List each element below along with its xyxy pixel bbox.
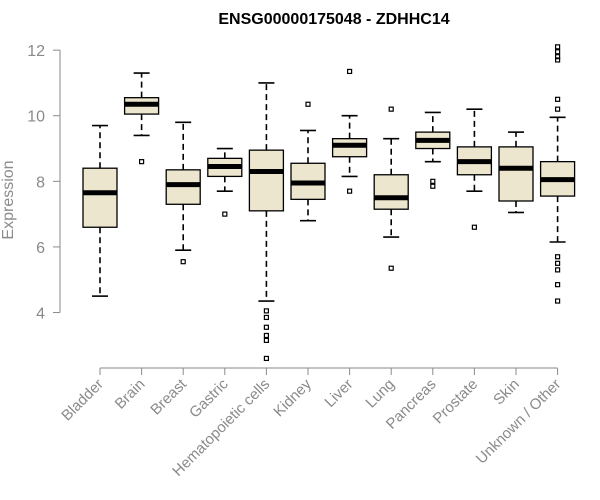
box-group [498, 131, 534, 214]
outlier-point [430, 178, 436, 184]
outlier-point [554, 298, 561, 304]
outlier-point [347, 68, 353, 75]
y-tick-label: 12 [27, 43, 45, 60]
x-tick-label: Prostate [430, 376, 482, 428]
y-tick-label: 10 [27, 109, 45, 126]
outlier-point [471, 224, 477, 230]
outlier-point [347, 188, 353, 194]
iqr-box [498, 146, 534, 202]
outlier-point [263, 332, 269, 339]
outlier-point [180, 259, 186, 265]
outlier-point [263, 337, 269, 343]
x-tick-label: Breast [147, 375, 190, 418]
outlier-point [388, 265, 394, 271]
box-group [123, 72, 160, 165]
outlier-point [554, 57, 561, 63]
outlier-point [263, 308, 269, 314]
box-group [415, 111, 451, 189]
y-tick-label: 6 [36, 240, 45, 257]
outlier-point [222, 211, 228, 217]
box-group [207, 147, 243, 217]
box-group [456, 108, 493, 230]
outlier-point [305, 101, 311, 107]
iqr-box [373, 174, 409, 210]
outlier-point [554, 49, 561, 55]
outlier-point [554, 267, 561, 273]
x-tick-label: Lung [362, 376, 398, 412]
x-tick-label: Bladder [58, 376, 107, 425]
y-tick-label: 8 [36, 174, 45, 191]
outlier-point [263, 355, 269, 362]
x-tick-label: Skin [490, 376, 523, 409]
y-tick-label: 4 [36, 306, 45, 323]
box-group [331, 68, 368, 194]
box-group [373, 106, 409, 271]
y-axis: 4 6 8 10 12 [27, 43, 61, 323]
y-axis-label: Expression [0, 160, 17, 239]
outlier-point [554, 96, 561, 102]
outlier-point [554, 254, 561, 260]
outlier-point [554, 54, 561, 60]
outlier-point [263, 314, 269, 321]
outlier-point [554, 106, 561, 112]
outlier-point [388, 106, 394, 112]
outlier-point [554, 282, 561, 288]
iqr-box [248, 149, 285, 212]
box-group [165, 121, 201, 265]
x-tick-label: Brain [112, 376, 149, 413]
box-group [248, 82, 285, 362]
boxes-group [82, 44, 576, 362]
outlier-point [139, 159, 145, 165]
box-group [290, 101, 326, 222]
outlier-point [554, 44, 561, 50]
outlier-point [430, 183, 436, 189]
x-tick-label: Kidney [270, 375, 315, 420]
iqr-box [82, 167, 118, 228]
box-group [82, 124, 118, 297]
outlier-point [263, 324, 269, 330]
box-group [539, 44, 576, 304]
x-tick-label: Liver [321, 376, 356, 411]
chart-title: ENSG00000175048 - ZDHHC14 [218, 11, 449, 28]
outlier-point [554, 260, 561, 266]
